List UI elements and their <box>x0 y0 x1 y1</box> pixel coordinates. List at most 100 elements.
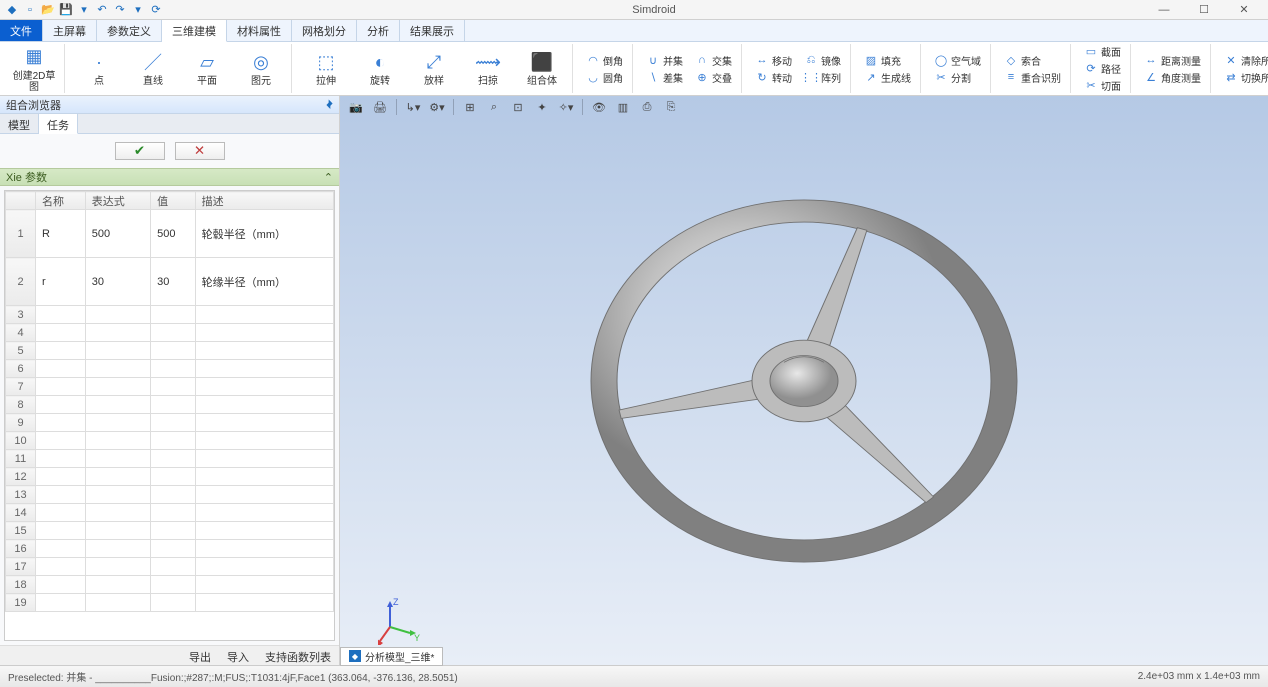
empty-row[interactable]: 17 <box>6 558 334 576</box>
cell-expr[interactable]: 30 <box>85 258 150 306</box>
ribbon-切面[interactable]: ✂切面 <box>1081 77 1124 93</box>
view-tool-5[interactable]: ⌕ <box>484 98 504 116</box>
open-icon[interactable]: 📂 <box>40 2 56 18</box>
refresh-icon[interactable]: ⟳ <box>148 2 164 18</box>
ribbon-清除所有标注[interactable]: ✕清除所有标注 <box>1221 52 1268 68</box>
view-tool-1[interactable]: 🖨 <box>370 98 390 116</box>
redo-icon[interactable]: ↷ <box>112 2 128 18</box>
ribbon-空气域[interactable]: ◯空气域 <box>931 52 984 68</box>
ribbon-镜像[interactable]: ⎌镜像 <box>801 52 844 68</box>
viewport[interactable]: ⏴ 📷🖨↳▾⚙▾⊞⌕⊡✦✧▾👁▥⎙⎘ <box>340 96 1268 665</box>
ribbon-角度测量[interactable]: ∠角度测量 <box>1141 69 1204 85</box>
ribbon-拉伸[interactable]: ⬚拉伸 <box>302 44 350 93</box>
ribbon-扫掠[interactable]: ⟿扫掠 <box>464 44 512 93</box>
empty-row[interactable]: 5 <box>6 342 334 360</box>
view-tool-6[interactable]: ⊡ <box>508 98 528 116</box>
ribbon-转动[interactable]: ↻转动 <box>752 69 795 85</box>
ribbon-距离测量[interactable]: ↔距离测量 <box>1141 52 1204 68</box>
view-tool-4[interactable]: ⊞ <box>460 98 480 116</box>
empty-row[interactable]: 13 <box>6 486 334 504</box>
tab-4[interactable]: 网格划分 <box>292 20 357 41</box>
ribbon-移动[interactable]: ↔移动 <box>752 52 795 68</box>
cell-name[interactable]: r <box>36 258 86 306</box>
ribbon-填充[interactable]: ▨填充 <box>861 52 914 68</box>
ribbon-截面[interactable]: ▭截面 <box>1081 44 1124 60</box>
empty-row[interactable]: 12 <box>6 468 334 486</box>
empty-row[interactable]: 8 <box>6 396 334 414</box>
col-header[interactable]: 表达式 <box>85 192 150 210</box>
empty-row[interactable]: 6 <box>6 360 334 378</box>
dropdown-icon[interactable]: ▾ <box>76 2 92 18</box>
cell-val[interactable]: 500 <box>151 210 196 258</box>
cancel-button[interactable]: ✕ <box>175 142 225 160</box>
empty-row[interactable]: 3 <box>6 306 334 324</box>
ribbon-创建2D草图[interactable]: ▦创建2D草图 <box>10 44 58 93</box>
empty-row[interactable]: 18 <box>6 576 334 594</box>
tab-file[interactable]: 文件 <box>0 20 43 41</box>
ribbon-点[interactable]: ·点 <box>75 44 123 93</box>
ribbon-倒角[interactable]: ◠倒角 <box>583 52 626 68</box>
view-tool-12[interactable]: ⎘ <box>661 98 681 116</box>
ribbon-生成线[interactable]: ↗生成线 <box>861 69 914 85</box>
collapse-icon[interactable]: ⌃ <box>324 171 333 184</box>
ribbon-索合[interactable]: ◇索合 <box>1001 52 1064 68</box>
ribbon-直线[interactable]: ／直线 <box>129 44 177 93</box>
ribbon-交叠[interactable]: ⊕交叠 <box>692 69 735 85</box>
cell-name[interactable]: R <box>36 210 86 258</box>
view-tool-11[interactable]: ⎙ <box>637 98 657 116</box>
cell-desc[interactable]: 轮毂半径（mm） <box>195 210 333 258</box>
empty-row[interactable]: 16 <box>6 540 334 558</box>
ok-button[interactable]: ✔ <box>115 142 165 160</box>
ribbon-差集[interactable]: ∖差集 <box>643 69 686 85</box>
ribbon-分割[interactable]: ✂分割 <box>931 69 984 85</box>
col-header[interactable]: 描述 <box>195 192 333 210</box>
dropdown-icon[interactable]: ▾ <box>130 2 146 18</box>
expand-icon[interactable]: ⏴ <box>326 100 332 113</box>
empty-row[interactable]: 7 <box>6 378 334 396</box>
section-header[interactable]: Xie 参数 ⌃ <box>0 168 339 186</box>
ribbon-平面[interactable]: ▱平面 <box>183 44 231 93</box>
empty-row[interactable]: 14 <box>6 504 334 522</box>
ribbon-并集[interactable]: ∪并集 <box>643 52 686 68</box>
view-tool-10[interactable]: ▥ <box>613 98 633 116</box>
footer-导入[interactable]: 导入 <box>227 649 249 662</box>
footer-导出[interactable]: 导出 <box>189 649 211 662</box>
empty-row[interactable]: 10 <box>6 432 334 450</box>
ribbon-组合体[interactable]: ⬛组合体 <box>518 44 566 93</box>
empty-row[interactable]: 19 <box>6 594 334 612</box>
ribbon-图元[interactable]: ◎图元 <box>237 44 285 93</box>
parameter-grid[interactable]: 名称表达式值描述1R500500轮毂半径（mm）2r3030轮缘半径（mm）34… <box>4 190 335 641</box>
panel-tab-任务[interactable]: 任务 <box>39 114 78 134</box>
empty-row[interactable]: 15 <box>6 522 334 540</box>
view-tool-7[interactable]: ✦ <box>532 98 552 116</box>
ribbon-切换所有标注[interactable]: ⇄切换所有标注 <box>1221 69 1268 85</box>
col-header[interactable] <box>6 192 36 210</box>
save-icon[interactable]: 💾 <box>58 2 74 18</box>
panel-tab-模型[interactable]: 模型 <box>0 114 39 133</box>
col-header[interactable]: 值 <box>151 192 196 210</box>
view-tool-3[interactable]: ⚙▾ <box>427 98 447 116</box>
minimize-button[interactable]: — <box>1144 0 1184 20</box>
ribbon-重合识别[interactable]: ≡重合识别 <box>1001 69 1064 85</box>
tab-5[interactable]: 分析 <box>357 20 400 41</box>
document-tab[interactable]: ◆ 分析模型_三维* <box>340 647 443 666</box>
ribbon-阵列[interactable]: ⋮⋮阵列 <box>801 69 844 85</box>
footer-支持函数列表[interactable]: 支持函数列表 <box>265 649 331 662</box>
ribbon-放样[interactable]: ⤢放样 <box>410 44 458 93</box>
empty-row[interactable]: 4 <box>6 324 334 342</box>
canvas-3d[interactable]: Z Y X ◆ 分析模型_三维* <box>340 118 1268 665</box>
close-button[interactable]: ✕ <box>1224 0 1264 20</box>
view-tool-2[interactable]: ↳▾ <box>403 98 423 116</box>
ribbon-路径[interactable]: ⟳路径 <box>1081 61 1124 77</box>
view-tool-0[interactable]: 📷 <box>346 98 366 116</box>
view-tool-9[interactable]: 👁 <box>589 98 609 116</box>
undo-icon[interactable]: ↶ <box>94 2 110 18</box>
maximize-button[interactable]: ☐ <box>1184 0 1224 20</box>
param-row[interactable]: 2r3030轮缘半径（mm） <box>6 258 334 306</box>
cell-expr[interactable]: 500 <box>85 210 150 258</box>
ribbon-旋转[interactable]: ◐旋转 <box>356 44 404 93</box>
tab-6[interactable]: 结果展示 <box>400 20 465 41</box>
tab-0[interactable]: 主屏幕 <box>43 20 97 41</box>
view-tool-8[interactable]: ✧▾ <box>556 98 576 116</box>
cell-val[interactable]: 30 <box>151 258 196 306</box>
